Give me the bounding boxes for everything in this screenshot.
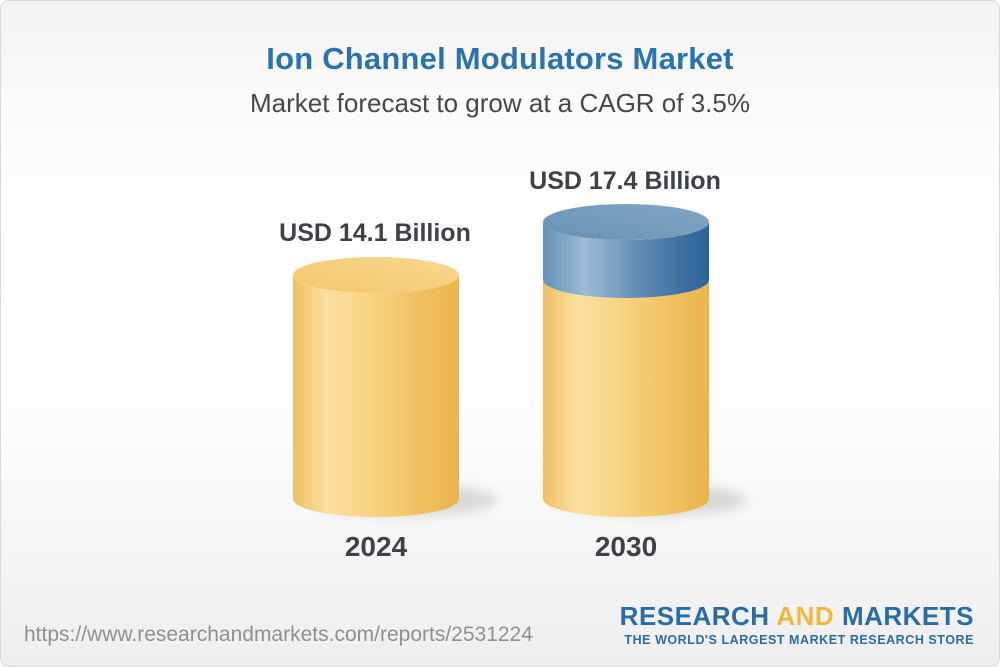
bar-2024-top bbox=[293, 257, 459, 293]
bar-2030 bbox=[543, 204, 747, 517]
bar-2024 bbox=[293, 257, 497, 517]
chart-subtitle: Market forecast to grow at a CAGR of 3.5… bbox=[250, 88, 750, 118]
logo-word-markets: MARKETS bbox=[841, 601, 974, 631]
report-url: https://www.researchandmarkets.com/repor… bbox=[24, 623, 533, 646]
bar-2030-base-segment bbox=[543, 280, 709, 517]
bar-2030-growth-segment bbox=[543, 222, 709, 298]
value-label-2024: USD 14.1 Billion bbox=[279, 219, 471, 247]
logo-word-research: RESEARCH bbox=[619, 601, 770, 631]
logo-wordmark: RESEARCH AND MARKETS bbox=[620, 603, 974, 629]
logo-tagline: THE WORLD'S LARGEST MARKET RESEARCH STOR… bbox=[624, 633, 974, 647]
category-label-2030: 2030 bbox=[594, 531, 658, 562]
value-label-2030: USD 17.4 Billion bbox=[529, 167, 721, 195]
category-label-2024: 2024 bbox=[344, 531, 408, 562]
bar-2030-top bbox=[543, 204, 709, 240]
logo-word-and: AND bbox=[776, 601, 835, 631]
bar-2024-body bbox=[293, 275, 459, 517]
research-and-markets-logo: RESEARCH AND MARKETS THE WORLD'S LARGEST… bbox=[620, 603, 974, 647]
chart-title: Ion Channel Modulators Market bbox=[266, 41, 734, 76]
